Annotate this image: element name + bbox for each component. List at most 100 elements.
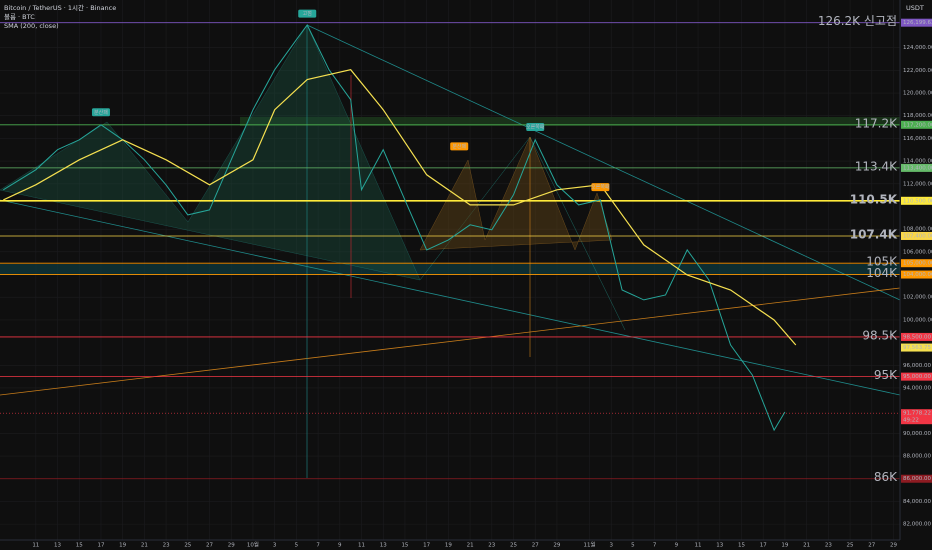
level-tag-label: 95,000.00 xyxy=(903,374,931,380)
annotation: 오른쪽패 xyxy=(591,184,610,191)
x-tick-label: 29 xyxy=(553,543,560,549)
y-tick-label: 118,000.00 xyxy=(903,113,932,119)
x-tick-label: 13 xyxy=(380,543,387,549)
trendline xyxy=(0,287,901,396)
countdown: 49:22 xyxy=(903,418,919,424)
zone xyxy=(240,117,900,126)
x-tick-label: 3 xyxy=(609,543,613,549)
level-label: 104K xyxy=(866,266,898,280)
y-tick-label: 82,000.00 xyxy=(903,522,931,528)
annotation: 오른쪽패 xyxy=(526,124,545,131)
annotation-box xyxy=(91,108,110,117)
price-tag-label: 91,778.22 xyxy=(903,411,931,417)
level-tag xyxy=(901,474,932,483)
x-tick-label: 5 xyxy=(295,543,299,549)
plot: 126.2K 신고점 117.2K 113.4K 110.5K 107.4K 105K10… xyxy=(0,9,900,484)
x-tick-label: 27 xyxy=(868,543,875,549)
indicator-label: SMA (200, close) xyxy=(4,22,59,30)
sma-line xyxy=(3,69,797,346)
x-tick-label: 11 xyxy=(32,543,39,549)
y-tick-label: 96,000.00 xyxy=(903,363,931,369)
annotation-box xyxy=(298,9,317,18)
y-tick-label: 120,000.00 xyxy=(903,91,932,97)
y-tick-label: 88,000.00 xyxy=(903,454,931,460)
level-tag-label: 105,000.00 xyxy=(903,261,932,267)
level-tag xyxy=(901,18,932,27)
x-tick-label: 11월 xyxy=(583,541,595,549)
symbol: Bitcoin / TetherUS · 1시간 · Binance xyxy=(4,3,116,12)
level-tag xyxy=(901,120,932,129)
x-tick-label: 25 xyxy=(847,543,854,549)
level-tag-label: 110,500.00 xyxy=(903,198,932,204)
x-tick-label: 15 xyxy=(401,543,408,549)
level-label: 126.2K 신고점 xyxy=(818,14,897,28)
level-tag-label: 86,000.00 xyxy=(903,476,931,482)
y-tick-label: 100,000.00 xyxy=(903,317,932,323)
y-tick-label: 106,000.00 xyxy=(903,249,932,255)
sma-tag xyxy=(901,343,932,352)
level-tag-label: 117,200.00 xyxy=(903,122,932,128)
x-tick-label: 13 xyxy=(54,543,61,549)
level-label: 95K xyxy=(874,368,898,382)
x-tick-label: 19 xyxy=(445,543,452,549)
level-label: 107.4K xyxy=(850,227,898,241)
level-tag-label: 107,400.00 xyxy=(903,233,932,239)
x-tick-label: 23 xyxy=(825,543,832,549)
price-line xyxy=(3,24,786,432)
currency: USDT xyxy=(906,4,924,12)
level-label: 113.4K xyxy=(855,159,898,173)
annotation: 분산패 xyxy=(94,109,108,116)
x-tick-label: 17 xyxy=(97,543,104,549)
x-tick-label: 23 xyxy=(163,543,170,549)
x-tick-label: 15 xyxy=(738,543,745,549)
pattern xyxy=(419,136,613,251)
level-tag-label: 113,400.00 xyxy=(903,165,932,171)
y-tick-label: 112,000.00 xyxy=(903,181,932,187)
level-tag-label: 104,000.00 xyxy=(903,272,932,278)
level-label: 98.5K xyxy=(862,328,898,342)
y-tick-label: 90,000.00 xyxy=(903,431,931,437)
level-label: 105K xyxy=(866,255,898,269)
x-tick-label: 3 xyxy=(273,543,277,549)
x-tick-label: 9 xyxy=(338,543,342,549)
axes: 82,000.00 84,000.00 88,000.00 90,000.00 94,0… xyxy=(32,18,932,549)
level-tag xyxy=(901,231,932,240)
volume-label: 볼륨 · BTC xyxy=(4,12,35,21)
x-tick-label: 13 xyxy=(716,543,723,549)
x-tick-label: 27 xyxy=(206,543,213,549)
level-tag-label: 98,500.00 xyxy=(903,334,931,340)
level-tag xyxy=(901,196,932,205)
x-tick-label: 21 xyxy=(141,543,148,549)
x-tick-label: 10월 xyxy=(247,541,259,549)
x-tick-label: 29 xyxy=(890,543,897,549)
level-tag xyxy=(901,259,932,268)
trendline xyxy=(306,24,901,301)
level-tag xyxy=(901,372,932,381)
annotation: 분산패 xyxy=(452,143,466,150)
annotation-box xyxy=(450,142,469,151)
y-tick-label: 84,000.00 xyxy=(903,499,931,505)
x-tick-label: 19 xyxy=(781,543,788,549)
x-tick-label: 21 xyxy=(467,543,474,549)
y-tick-label: 124,000.00 xyxy=(903,45,932,51)
level-label: 86K xyxy=(874,470,898,484)
x-tick-label: 25 xyxy=(510,543,517,549)
level-tag-label: 126,199.63 xyxy=(903,20,932,26)
level-label: 117.2K xyxy=(855,116,898,130)
x-tick-label: 17 xyxy=(423,543,430,549)
x-tick-label: 25 xyxy=(184,543,191,549)
y-tick-label: 94,000.00 xyxy=(903,385,931,391)
y-tick-label: 116,000.00 xyxy=(903,136,932,142)
level-label: 110.5K xyxy=(850,192,898,206)
x-tick-label: 7 xyxy=(653,543,657,549)
x-tick-label: 19 xyxy=(119,543,126,549)
x-tick-label: 9 xyxy=(675,543,679,549)
x-tick-label: 15 xyxy=(76,543,83,549)
annotation-box xyxy=(591,183,610,192)
x-tick-label: 17 xyxy=(760,543,767,549)
level-tag xyxy=(901,163,932,172)
trendline xyxy=(0,199,901,396)
x-tick-label: 23 xyxy=(488,543,495,549)
